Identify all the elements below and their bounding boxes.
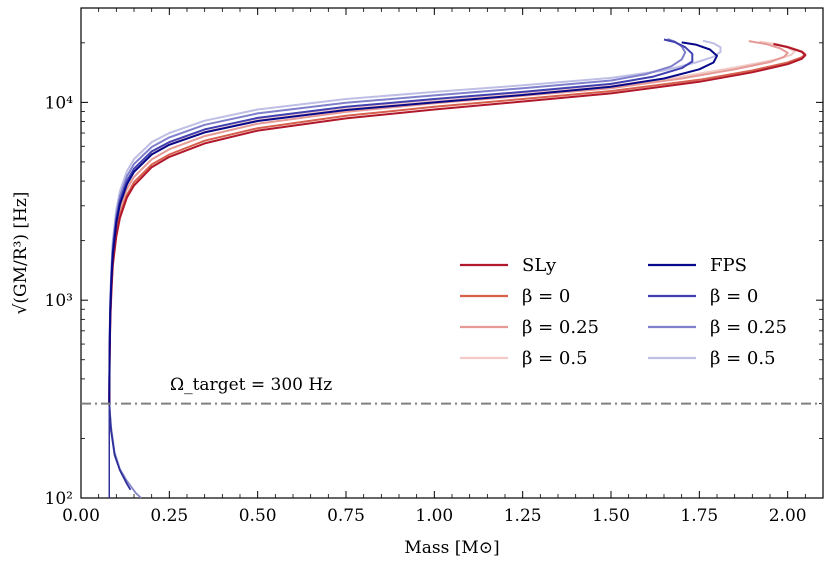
legend-label: β = 0.5 <box>710 348 776 369</box>
y-axis-label: √(GM/R³) [Hz] <box>11 192 31 315</box>
x-tick-label: 0.75 <box>327 506 365 526</box>
x-tick-label: 1.50 <box>592 506 630 526</box>
legend-label: SLy <box>522 255 557 276</box>
y-tick-label: 10³ <box>45 291 73 311</box>
y-tick-label: 10² <box>45 489 73 509</box>
axis-ticks <box>80 7 823 499</box>
legend-label: FPS <box>710 255 747 276</box>
x-tick-label: 2.00 <box>769 506 807 526</box>
y-tick-label: 10⁴ <box>45 93 74 113</box>
x-tick-label: 1.00 <box>415 506 453 526</box>
x-tick-label: 1.25 <box>504 506 542 526</box>
series-line-fps-4 <box>108 41 718 404</box>
x-tick-label: 0.50 <box>239 506 277 526</box>
legend-label: β = 0.25 <box>522 317 599 338</box>
legend: SLy β = 0 β = 0.25 β = 0.5 FPS β = 0 β = 0.25 β… <box>460 255 787 369</box>
legend-label: β = 0 <box>522 286 570 307</box>
plot-frame <box>80 7 824 499</box>
axis-tick-labels: 0.00 0.25 0.50 0.75 1.00 1.25 1.50 1.75 2.00 10² 1… <box>45 93 807 526</box>
x-tick-label: 0.00 <box>62 506 100 526</box>
legend-label: β = 0.5 <box>522 348 588 369</box>
x-tick-label: 0.25 <box>150 506 188 526</box>
series-line-fps-7 <box>108 39 722 404</box>
series-line-sly-2 <box>108 40 789 404</box>
low-mass-tail-line <box>108 403 132 491</box>
x-tick-label: 1.75 <box>680 506 718 526</box>
x-axis-label: Mass [M⊙] <box>404 538 499 558</box>
legend-label: β = 0 <box>710 286 758 307</box>
curve-group <box>108 38 807 498</box>
legend-label: β = 0.25 <box>710 317 787 338</box>
target-reference-label: Ω_target = 300 Hz <box>170 375 332 395</box>
series-line-sly-3 <box>108 40 796 404</box>
